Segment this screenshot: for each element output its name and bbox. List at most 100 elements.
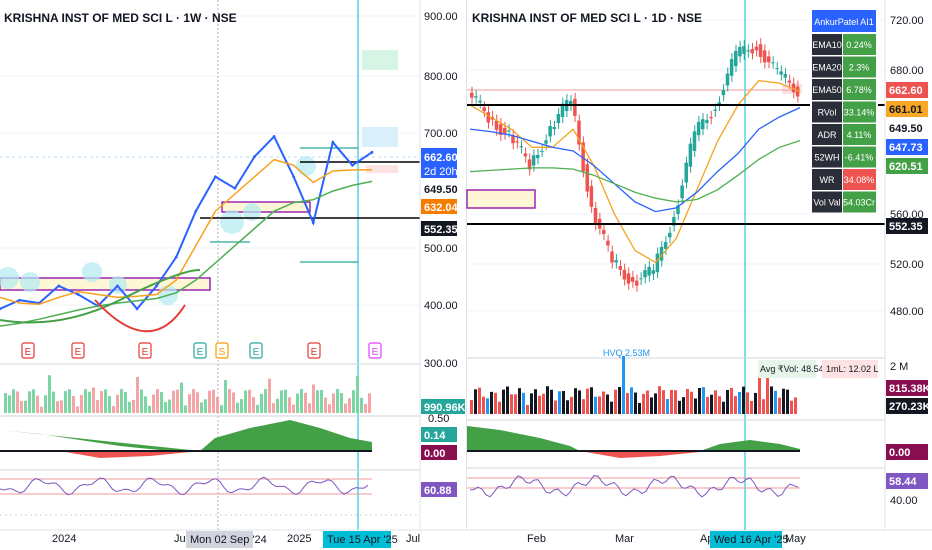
info-row-label: 52WH bbox=[814, 153, 839, 163]
volume-bar bbox=[172, 390, 175, 413]
info-table-header: AnkurPatel AI1 bbox=[814, 17, 874, 27]
candle-body bbox=[552, 126, 556, 130]
daily-price-series bbox=[469, 38, 801, 292]
candle-body bbox=[729, 59, 734, 76]
breakout-box bbox=[221, 201, 311, 213]
volume-bar bbox=[64, 391, 67, 413]
daily-volume-bar bbox=[510, 394, 513, 414]
candle bbox=[614, 253, 618, 269]
daily-volume-bar bbox=[774, 390, 777, 414]
candle-body bbox=[659, 246, 664, 261]
info-row-value-bg bbox=[843, 79, 876, 100]
candle-body bbox=[602, 229, 606, 235]
daily-volume-bar bbox=[690, 391, 693, 414]
volume-bar bbox=[40, 406, 43, 413]
osc-area-green-2 bbox=[200, 420, 372, 451]
volume-bar bbox=[364, 403, 367, 413]
candle bbox=[659, 240, 664, 267]
info-row-value-bg bbox=[843, 34, 876, 55]
daily-chart-panel[interactable]: KRISHNA INST OF MED SCI L · 1D · NSE Ank… bbox=[466, 0, 931, 548]
ml-annotation: 1mL: 12.02 L bbox=[826, 364, 879, 374]
volume-bar bbox=[260, 393, 263, 413]
daily-volume-bar bbox=[578, 390, 581, 414]
daily-volume-bar bbox=[710, 394, 713, 414]
earnings-marker: E bbox=[71, 342, 85, 359]
volume-bar bbox=[348, 398, 351, 413]
hvq-annotation: HVQ 2.53M bbox=[603, 348, 650, 358]
volume-bar bbox=[332, 393, 335, 413]
daily-volume-bars bbox=[470, 356, 797, 414]
candle bbox=[779, 65, 783, 81]
candle bbox=[560, 97, 565, 124]
daily-volume-bar bbox=[530, 393, 533, 414]
weekly-series-line-2 bbox=[0, 158, 372, 305]
earnings-marker-box bbox=[138, 342, 152, 359]
candle bbox=[647, 260, 651, 282]
volume-bar bbox=[248, 389, 251, 413]
candle-body bbox=[647, 266, 651, 276]
daily-ema-line-1 bbox=[469, 79, 801, 264]
candle-body bbox=[738, 46, 742, 57]
volume-bar bbox=[360, 397, 363, 413]
axis-label: 300.00 bbox=[424, 358, 458, 370]
candle bbox=[527, 153, 532, 176]
volume-bar bbox=[280, 390, 283, 413]
candle-body bbox=[639, 278, 643, 280]
info-row-value: 34.08% bbox=[844, 175, 875, 185]
daily-osc-red bbox=[580, 451, 700, 458]
candle-body bbox=[651, 270, 655, 274]
candle-body bbox=[734, 50, 738, 67]
candle-body bbox=[717, 102, 721, 105]
info-row-value: 54.03Cr bbox=[843, 198, 875, 208]
candle-body bbox=[787, 80, 792, 83]
volume-bar bbox=[236, 402, 239, 413]
daily-volume-bar bbox=[474, 389, 477, 414]
daily-volume-bar bbox=[738, 392, 741, 414]
volume-bar bbox=[328, 404, 331, 413]
daily-volume-bar bbox=[706, 396, 709, 414]
osc-area-green-1 bbox=[0, 430, 200, 451]
time-label: Jul bbox=[406, 533, 420, 545]
candle bbox=[750, 43, 754, 60]
daily-volume-bar bbox=[478, 387, 481, 414]
info-row: RVol 33.14% bbox=[812, 101, 876, 123]
candle-body bbox=[779, 71, 783, 75]
volume-bar bbox=[292, 404, 295, 413]
info-row: Vol Val 54.03Cr bbox=[812, 191, 876, 213]
volume-bar bbox=[228, 389, 231, 413]
earnings-marker: E bbox=[368, 342, 382, 359]
candle bbox=[663, 236, 668, 255]
info-row-value-bg bbox=[843, 146, 876, 168]
volume-bar bbox=[8, 395, 11, 413]
daily-volume-bar bbox=[718, 396, 721, 414]
candle bbox=[639, 272, 643, 286]
volume-bar bbox=[208, 390, 211, 413]
volume-bar bbox=[24, 400, 27, 413]
candle-body bbox=[663, 242, 668, 249]
daily-ema-line-2 bbox=[469, 107, 801, 213]
volume-bar bbox=[216, 396, 219, 413]
right-chart-title: KRISHNA INST OF MED SCI L · 1D · NSE bbox=[472, 11, 702, 25]
info-row-label: WR bbox=[820, 175, 835, 185]
candle bbox=[775, 61, 779, 75]
candle-body bbox=[486, 112, 490, 123]
candle bbox=[589, 180, 594, 213]
weekly-point bbox=[116, 284, 119, 288]
zone-upper-green bbox=[362, 50, 398, 70]
osc-tag: 0.00 bbox=[889, 447, 910, 459]
axis-label: 400.00 bbox=[424, 300, 458, 312]
volume-bar bbox=[196, 392, 199, 413]
daily-volume-bar bbox=[758, 376, 761, 414]
candle bbox=[729, 53, 734, 82]
daily-volume-bar bbox=[778, 397, 781, 414]
candle-body bbox=[630, 277, 635, 282]
daily-volume-bar bbox=[538, 395, 541, 414]
daily-volume-bar bbox=[470, 400, 473, 414]
weekly-point bbox=[76, 293, 80, 296]
volume-bar bbox=[176, 389, 179, 413]
info-row-label: RVol bbox=[818, 108, 837, 118]
daily-volume-bar bbox=[618, 387, 621, 414]
info-row-value-bg bbox=[843, 56, 876, 78]
